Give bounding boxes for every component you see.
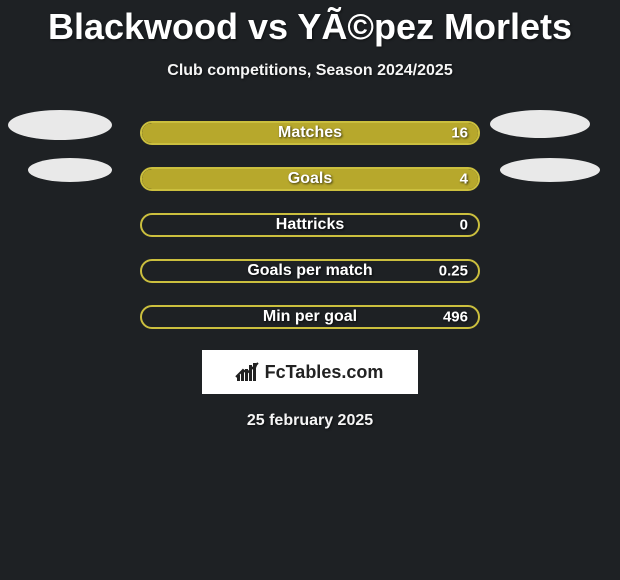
- stat-row: Min per goal 496: [0, 294, 620, 340]
- decorative-ellipse: [28, 158, 112, 182]
- stat-row: Hattricks 0: [0, 202, 620, 248]
- stat-value: 496: [443, 309, 468, 326]
- stat-label: Matches: [278, 124, 342, 142]
- page-title: Blackwood vs YÃ©pez Morlets: [0, 0, 620, 48]
- stat-label: Min per goal: [263, 308, 357, 326]
- stat-value: 0.25: [439, 263, 468, 280]
- decorative-ellipse: [500, 158, 600, 182]
- stat-bar-track: Goals per match 0.25: [140, 259, 480, 283]
- brand-badge: FcTables.com: [202, 350, 418, 394]
- stat-bar-track: Hattricks 0: [140, 213, 480, 237]
- date-text: 25 february 2025: [0, 412, 620, 430]
- brand-icon-bar: [249, 365, 252, 381]
- brand-icon-bar: [237, 375, 240, 381]
- brand-chart-icon: [237, 363, 259, 381]
- stat-label: Goals: [288, 170, 332, 188]
- stat-value: 16: [451, 125, 468, 142]
- brand-icon-bar: [245, 369, 248, 381]
- brand-icon-bar: [241, 371, 244, 381]
- decorative-ellipse: [490, 110, 590, 138]
- comparison-chart: Matches 16 Goals 4 Hattricks 0 Goals per match…: [0, 110, 620, 340]
- stat-label: Hattricks: [276, 216, 344, 234]
- brand-icon-bar: [253, 363, 256, 381]
- brand-text: FcTables.com: [265, 362, 384, 383]
- stat-label: Goals per match: [247, 262, 372, 280]
- stat-bar-track: Matches 16: [140, 121, 480, 145]
- stat-value: 4: [460, 171, 468, 188]
- stat-value: 0: [460, 217, 468, 234]
- subtitle: Club competitions, Season 2024/2025: [0, 62, 620, 80]
- stat-bar-track: Goals 4: [140, 167, 480, 191]
- stat-bar-track: Min per goal 496: [140, 305, 480, 329]
- decorative-ellipse: [8, 110, 112, 140]
- stat-row: Goals per match 0.25: [0, 248, 620, 294]
